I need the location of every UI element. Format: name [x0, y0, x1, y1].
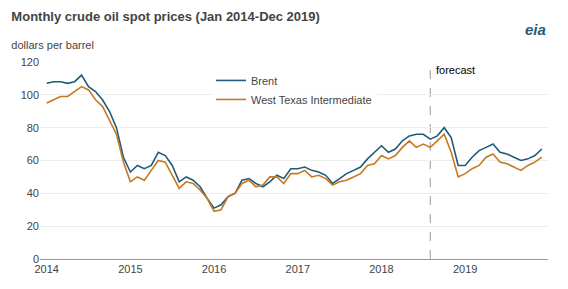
svg-text:80: 80: [27, 122, 39, 134]
svg-text:dollars per barrel: dollars per barrel: [11, 39, 94, 51]
svg-text:Brent: Brent: [251, 75, 277, 87]
svg-text:2016: 2016: [202, 263, 226, 275]
svg-text:60: 60: [27, 154, 39, 166]
svg-text:Monthly crude oil spot prices: Monthly crude oil spot prices (Jan 2014-…: [11, 9, 320, 24]
svg-text:2014: 2014: [34, 263, 58, 275]
svg-text:120: 120: [21, 56, 39, 68]
svg-text:eia: eia: [525, 21, 546, 38]
svg-text:0: 0: [33, 253, 39, 265]
svg-text:2015: 2015: [118, 263, 142, 275]
svg-text:20: 20: [27, 220, 39, 232]
svg-text:forecast: forecast: [436, 64, 475, 76]
svg-text:100: 100: [21, 89, 39, 101]
svg-text:2017: 2017: [286, 263, 310, 275]
svg-text:40: 40: [27, 187, 39, 199]
svg-text:2019: 2019: [453, 263, 477, 275]
svg-text:2018: 2018: [369, 263, 393, 275]
svg-text:West Texas Intermediate: West Texas Intermediate: [251, 94, 372, 106]
